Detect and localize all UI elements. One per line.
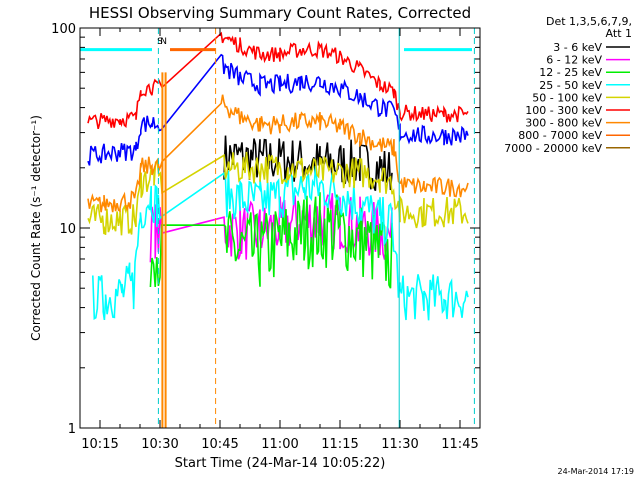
legend-label-3: 25 - 50 keV [539, 79, 602, 92]
series-5 [87, 31, 469, 129]
series-line-9 [87, 53, 469, 166]
legend-label-4: 50 - 100 keV [532, 91, 602, 104]
series-line-5 [87, 31, 469, 129]
plot-area: SN 10:15 10:30 10:45 11:00 11:15 11:30 11:45 1 10… [51, 22, 630, 452]
series-6 [87, 94, 469, 213]
legend-label-1: 6 - 12 keV [546, 54, 602, 67]
legend-label-8: 7000 - 20000 keV [504, 142, 602, 155]
legend-label-7: 800 - 7000 keV [518, 129, 602, 142]
x-tick-label-3: 11:00 [261, 437, 298, 452]
series-line-6 [87, 94, 469, 213]
x-tick-label-4: 11:15 [321, 437, 358, 452]
y-axis-label: Corrected Count Rate (s⁻¹ detector⁻¹) [29, 115, 43, 341]
series-line-3 [92, 166, 469, 321]
x-tick-label-5: 11:30 [381, 437, 418, 452]
legend-header-1: Det 1,3,5,6,7,9, [546, 15, 632, 28]
timestamp: 24-Mar-2014 17:19 [558, 467, 635, 476]
y-tick-label-1: 10 [59, 222, 76, 237]
series-4 [87, 151, 469, 236]
series-0 [223, 135, 393, 192]
series-line-0 [223, 135, 393, 192]
series-line-2 [149, 192, 393, 289]
x-tick-label-2: 10:45 [201, 437, 238, 452]
series-9 [87, 53, 469, 166]
series-2 [149, 192, 393, 289]
legend-label-5: 100 - 300 keV [525, 104, 602, 117]
x-axis-label: Start Time (24-Mar-14 10:05:22) [175, 456, 386, 471]
series-line-4 [87, 151, 469, 236]
y-tick-label-0: 1 [68, 422, 76, 437]
legend-label-0: 3 - 6 keV [553, 41, 602, 54]
x-tick-label-0: 10:15 [81, 437, 118, 452]
x-tick-label-6: 11:45 [441, 437, 478, 452]
legend-label-2: 12 - 25 keV [539, 66, 602, 79]
series-3 [92, 166, 469, 321]
legend-header-2: Att 1 [606, 27, 632, 40]
legend-label-6: 300 - 800 keV [525, 117, 602, 130]
flag-0: S [157, 37, 163, 47]
chart-title: HESSI Observing Summary Count Rates, Cor… [89, 4, 471, 22]
flag-1: N [160, 37, 167, 47]
y-tick-label-2: 100 [51, 22, 76, 37]
x-tick-label-1: 10:30 [141, 437, 178, 452]
